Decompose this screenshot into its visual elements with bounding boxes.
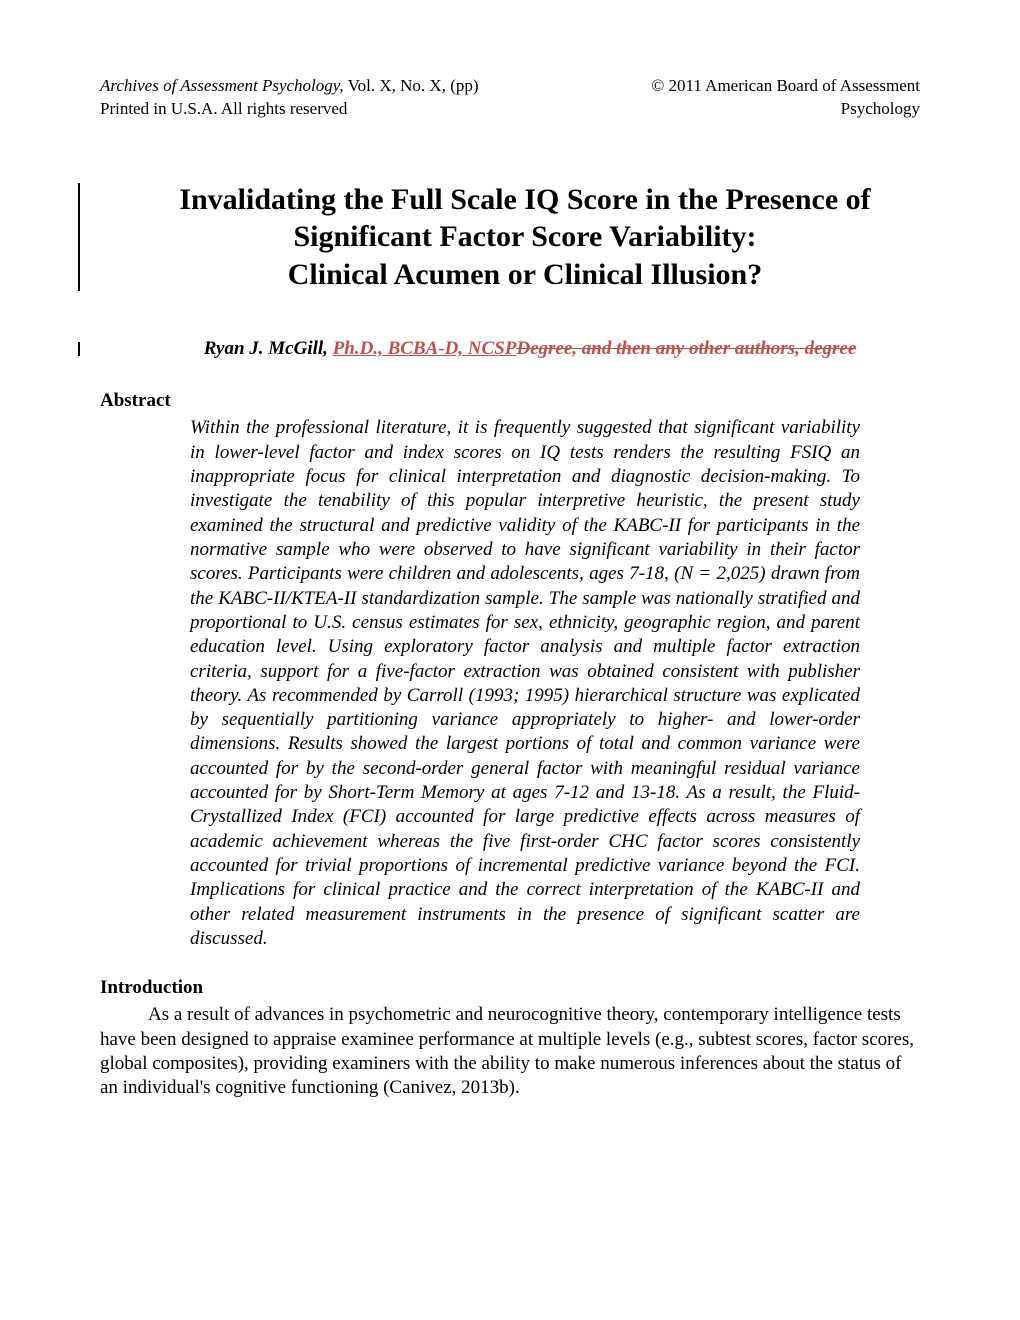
spacer — [100, 951, 920, 969]
printed-line: Printed in U.S.A. All rights reserved — [100, 99, 347, 118]
journal-name: Archives of Assessment Psychology, — [100, 76, 344, 95]
revision-bar-icon — [78, 183, 80, 292]
page-container: Archives of Assessment Psychology, Vol. … — [0, 0, 1020, 1161]
author-degree-deleted: Degree, and then any other authors, degr… — [516, 338, 856, 359]
introduction-heading: Introduction — [100, 977, 920, 999]
author-degree-inserted: Ph.D., BCBA-D, NCSP — [333, 338, 517, 359]
revision-bar-icon — [78, 342, 80, 356]
author-revision-block: Ryan J. McGill, Ph.D., BCBA-D, NCSPDegre… — [100, 338, 920, 360]
header-right: © 2011 American Board of Assessment Psyc… — [651, 75, 920, 121]
title-line2: Clinical Acumen or Clinical Illusion? — [288, 258, 763, 291]
volume-info: Vol. X, No. X, (pp) — [344, 76, 479, 95]
copyright-line2: Psychology — [841, 99, 920, 118]
abstract-heading: Abstract — [100, 390, 920, 412]
title-line1: Invalidating the Full Scale IQ Score in … — [179, 183, 870, 254]
title-revision-block: Invalidating the Full Scale IQ Score in … — [100, 181, 920, 294]
running-header: Archives of Assessment Psychology, Vol. … — [100, 75, 920, 121]
article-title: Invalidating the Full Scale IQ Score in … — [100, 181, 920, 294]
introduction-text: As a result of advances in psychometric … — [100, 1004, 914, 1098]
author-line: Ryan J. McGill, Ph.D., BCBA-D, NCSPDegre… — [100, 338, 920, 360]
copyright-line1: © 2011 American Board of Assessment — [651, 76, 920, 95]
author-name: Ryan J. McGill, — [204, 338, 333, 359]
header-left: Archives of Assessment Psychology, Vol. … — [100, 75, 479, 121]
introduction-body: As a result of advances in psychometric … — [100, 1003, 920, 1100]
abstract-body: Within the professional literature, it i… — [100, 416, 920, 951]
